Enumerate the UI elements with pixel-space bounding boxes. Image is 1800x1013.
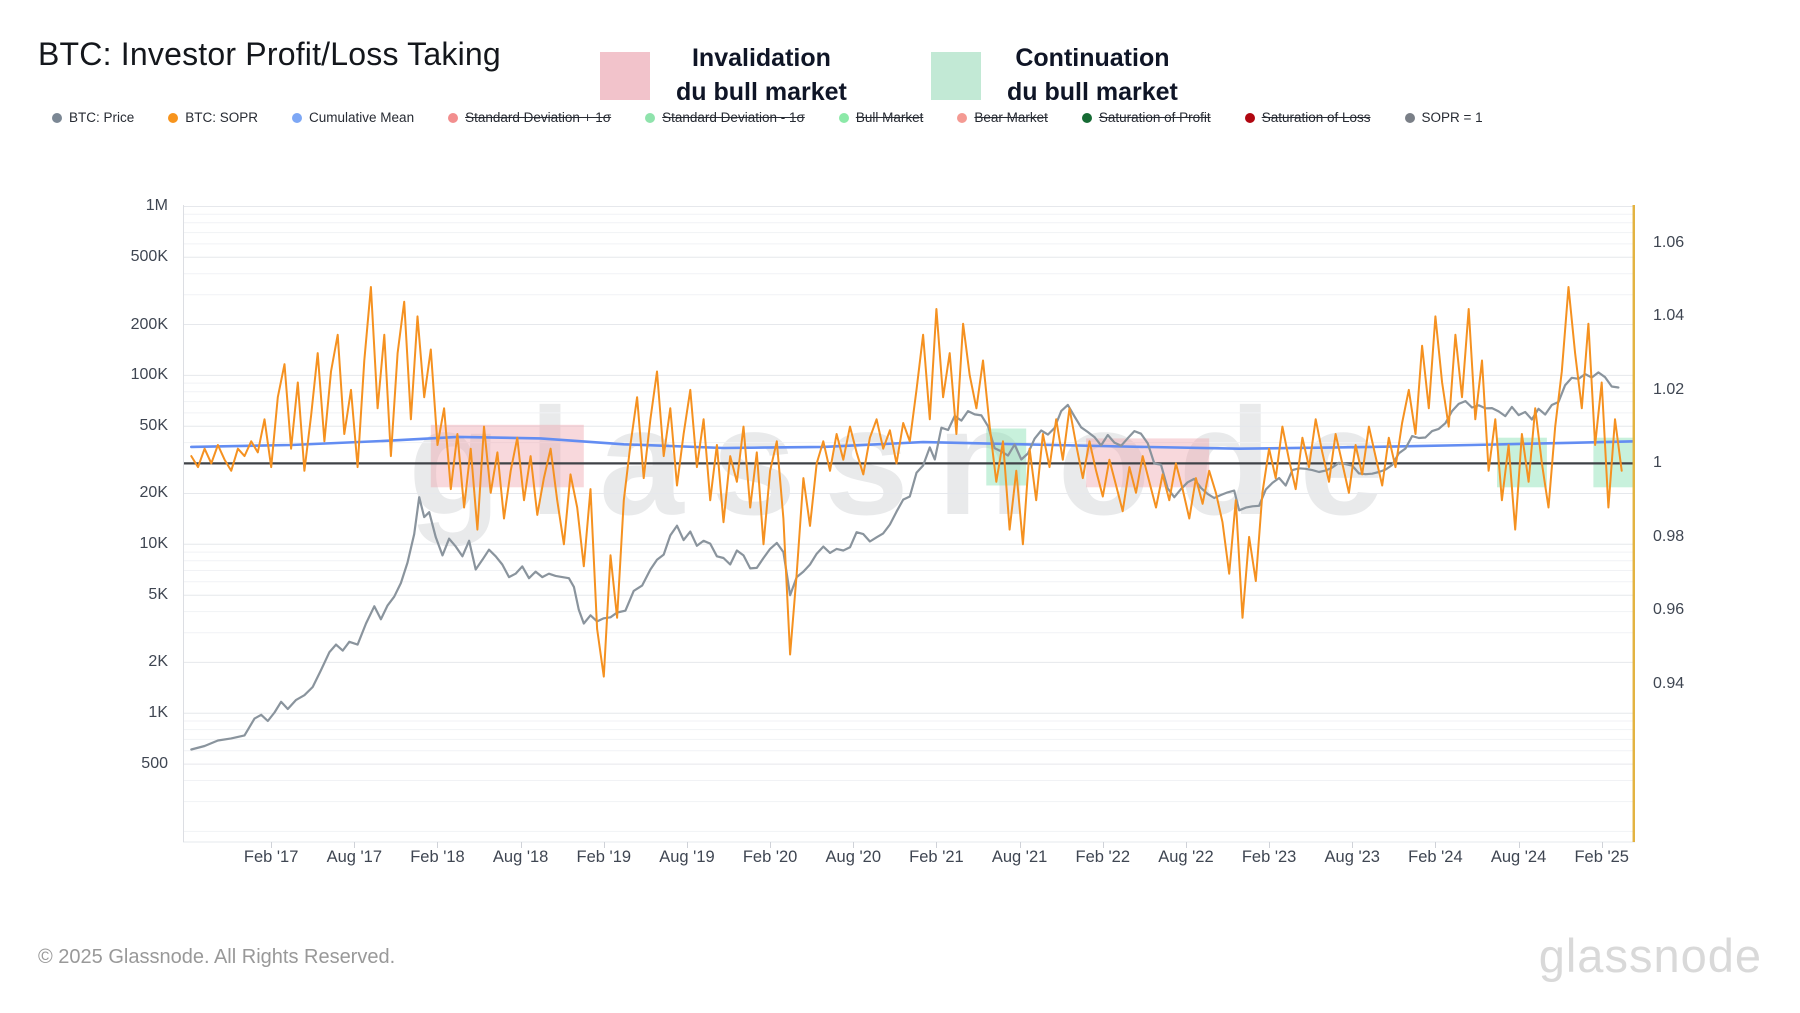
left-axis-tick-label: 10K [139,535,168,553]
left-axis-tick-label: 50K [139,417,168,435]
x-axis-tick-mark [354,842,356,848]
copyright-text: © 2025 Glassnode. All Rights Reserved. [38,946,396,968]
x-axis-tick-mark [1269,842,1271,848]
chart-plot-area[interactable] [183,205,1637,850]
right-axis-tick-label: 1.02 [1653,380,1685,398]
legend-dot-icon [838,112,849,123]
legend-item[interactable]: Saturation of Profit [1081,110,1211,125]
right-axis-tick-label: 1 [1653,454,1662,472]
x-axis-tick-label: Feb '17 [243,848,299,866]
chart-svg[interactable] [183,205,1637,850]
legend-item[interactable]: Standard Deviation - 1σ [645,110,805,125]
x-axis-tick-mark [1601,842,1603,848]
x-axis-tick-label: Feb '19 [576,848,632,866]
annotation-continuation: Continuation du bull market [931,42,1178,110]
x-axis-tick-label: Aug '18 [492,848,549,866]
annotation-invalidation-text: Invalidation du bull market [676,42,847,110]
legend-item-label: Standard Deviation + 1σ [465,110,612,125]
x-axis-tick-mark [437,842,439,848]
left-axis-tick-label: 200K [130,315,168,333]
right-axis-tick-label: 0.96 [1653,601,1685,619]
x-axis-tick-mark [271,842,273,848]
legend-item[interactable]: BTC: SOPR [168,110,258,125]
glassnode-logo[interactable]: glassnode [1538,929,1762,982]
legend-item[interactable]: Saturation of Loss [1244,110,1371,125]
x-axis-tick-label: Aug '19 [659,848,715,866]
legend-dot-icon [1244,112,1255,123]
left-axis-tick-label: 1M [145,197,168,215]
left-axis-tick-label: 100K [130,366,168,384]
right-axis-tick-label: 1.04 [1653,307,1685,325]
x-axis-tick-mark [520,842,522,848]
legend-item[interactable]: Standard Deviation + 1σ [448,110,611,125]
x-axis-tick-mark [1102,842,1104,848]
left-axis-tick-label: 2K [148,653,168,671]
x-axis-tick-label: Feb '24 [1408,848,1463,866]
legend-dot-icon [168,112,179,123]
left-axis-tick-label: 20K [139,484,168,502]
legend-item[interactable]: SOPR = 1 [1404,110,1483,125]
x-axis-tick-label: Aug '23 [1324,848,1380,866]
legend-dot-icon [52,112,62,123]
x-axis-tick-mark [853,842,855,848]
left-axis-tick-label: 5K [148,586,168,604]
legend-dot-icon [1081,112,1092,123]
legend-item-label: Bull Market [855,110,924,125]
legend-item-label: Bear Market [974,110,1048,125]
legend-dot-icon [292,112,303,123]
legend-item-label: Standard Deviation - 1σ [662,110,805,125]
legend-item-label: BTC: Price [69,110,135,125]
x-axis-tick-label: Feb '18 [410,848,465,866]
x-axis-tick-label: Feb '23 [1241,848,1297,866]
legend-dot-icon [448,112,459,123]
x-axis-tick-label: Feb '21 [909,848,964,866]
left-axis-tick-label: 500K [130,248,168,266]
x-axis-tick-mark [1435,842,1437,848]
x-axis-tick-label: Aug '21 [991,848,1048,866]
x-axis-tick-mark [770,842,772,848]
legend-dot-icon [1404,112,1415,123]
left-axis-tick-label: 500 [141,755,168,773]
pink-band-swatch [600,51,650,100]
x-axis-tick-mark [686,842,688,848]
x-axis-tick-label: Aug '17 [326,848,383,866]
x-axis-tick-label: Aug '20 [825,848,882,866]
series-legend: BTC: Price BTC: SOPR Cumulative Mean Standa… [52,110,1483,125]
x-axis-tick-label: Aug '22 [1158,848,1214,866]
right-axis-tick-label: 1.06 [1653,233,1685,251]
annotation-line: du bull market [1007,77,1178,106]
legend-item-label: Cumulative Mean [309,110,415,125]
x-axis-tick-label: Feb '25 [1574,848,1629,866]
annotation-continuation-text: Continuation du bull market [1007,42,1178,110]
legend-item-label: Saturation of Profit [1098,110,1211,125]
x-axis-tick-mark [1518,842,1520,848]
legend-item-label: SOPR = 1 [1421,110,1483,125]
annotation-line: Continuation [1015,44,1170,72]
annotation-invalidation: Invalidation du bull market [600,42,847,110]
legend-item[interactable]: Bull Market [838,110,924,125]
legend-item[interactable]: Bear Market [957,110,1048,125]
right-axis-tick-label: 0.98 [1653,527,1685,545]
right-axis-tick-label: 0.94 [1653,674,1685,692]
left-axis-tick-label: 1K [148,704,168,722]
annotation-line: du bull market [676,77,847,106]
x-axis-tick-label: Feb '22 [1075,848,1131,866]
x-axis-tick-mark [1019,842,1021,848]
legend-item[interactable]: BTC: Price [52,110,134,125]
x-axis-tick-mark [936,842,938,848]
legend-item-label: Saturation of Loss [1261,110,1371,125]
x-axis-tick-mark [603,842,605,848]
legend-dot-icon [645,112,656,123]
legend-item-label: BTC: SOPR [185,110,259,125]
page-title: BTC: Investor Profit/Loss Taking [38,36,501,72]
x-axis-tick-label: Feb '20 [742,848,798,866]
x-axis-tick-label: Aug '24 [1490,848,1547,866]
green-band-swatch [931,51,981,100]
annotation-line: Invalidation [691,44,831,72]
x-axis-tick-mark [1185,842,1187,848]
x-axis-tick-mark [1352,842,1354,848]
legend-dot-icon [957,112,968,123]
legend-item[interactable]: Cumulative Mean [292,110,414,125]
